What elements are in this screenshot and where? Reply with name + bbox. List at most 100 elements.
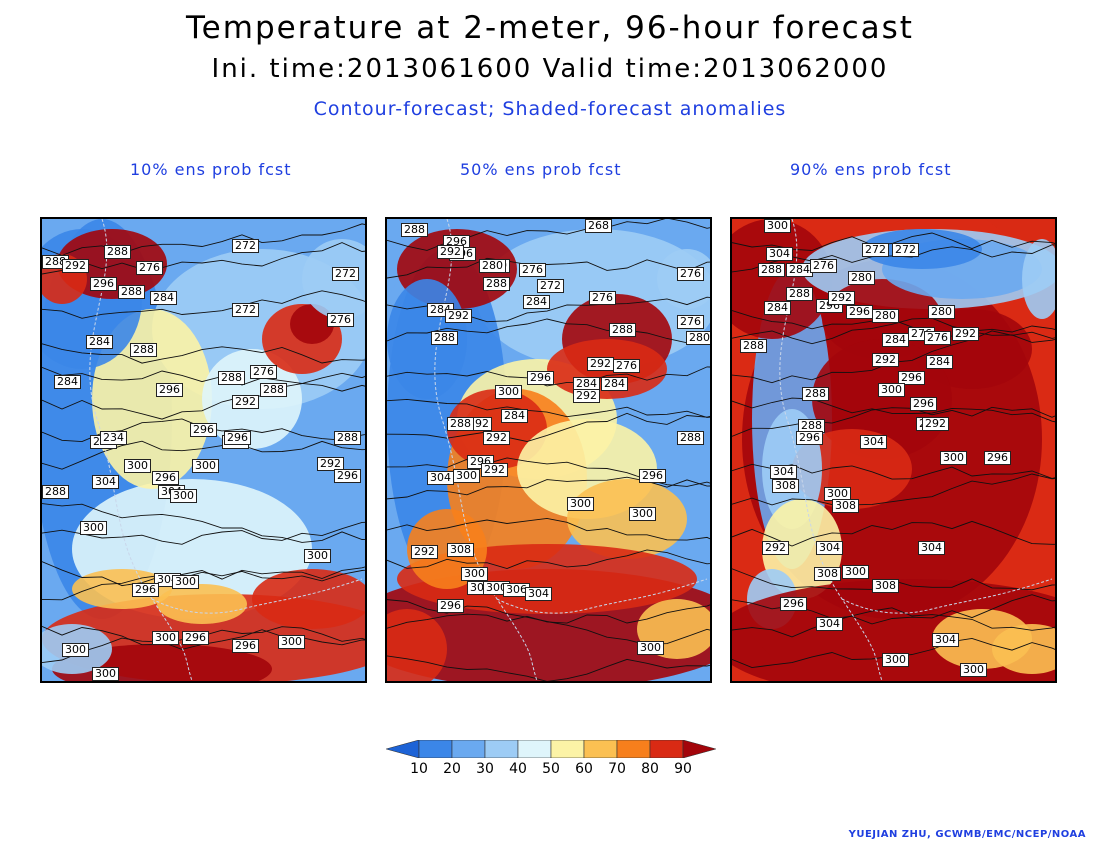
contour-label: 288 <box>218 371 245 385</box>
contour-label: 284 <box>501 409 528 423</box>
contour-label: 276 <box>519 263 546 277</box>
anomaly-shade <box>157 584 247 624</box>
map-subtitle: Contour-forecast; Shaded-forecast anomal… <box>313 98 787 120</box>
contour-label: 288 <box>609 323 636 337</box>
contour-label: 308 <box>832 499 859 513</box>
contour-label: 288 <box>130 343 157 357</box>
map-field <box>42 219 365 681</box>
contour-label: 300 <box>629 507 656 521</box>
temperature-contour <box>732 473 1055 506</box>
contour-label: 276 <box>589 291 616 305</box>
contour-label: 292 <box>437 245 464 259</box>
temperature-contour <box>42 223 365 256</box>
contour-label: 280 <box>479 259 506 273</box>
contour-label: 292 <box>762 541 789 555</box>
contour-label: 272 <box>232 303 259 317</box>
temperature-contour <box>732 568 1055 591</box>
colorbar <box>386 740 716 758</box>
contour-label: 292 <box>481 463 508 477</box>
contour-label: 304 <box>816 617 843 631</box>
contour-label: 288 <box>104 245 131 259</box>
contour-label: 288 <box>42 485 69 499</box>
temperature-contour <box>732 397 1055 423</box>
temperature-contour <box>732 330 1055 384</box>
contour-label: 300 <box>940 451 967 465</box>
temperature-contour <box>42 629 365 663</box>
contour-label: 272 <box>232 239 259 253</box>
anomaly-shade <box>252 569 365 629</box>
contour-label: 288 <box>798 419 825 433</box>
temperature-contour <box>42 440 365 470</box>
contour-label: 296 <box>224 431 251 445</box>
contour-label: 292 <box>317 457 344 471</box>
contour-label: 300 <box>124 459 151 473</box>
contour-label: 276 <box>250 365 277 379</box>
contour-label: 292 <box>828 291 855 305</box>
anomaly-shade <box>732 219 832 339</box>
contour-label: 304 <box>860 435 887 449</box>
colorbar-tick-label: 30 <box>476 761 494 777</box>
temperature-contour <box>42 366 365 392</box>
contour-label: 300 <box>567 497 594 511</box>
contour-label: 288 <box>431 331 458 345</box>
contour-label: 296 <box>527 371 554 385</box>
contour-label: 296 <box>232 639 259 653</box>
contour-label: 284 <box>786 263 813 277</box>
contour-label: 304 <box>427 471 454 485</box>
contour-label: 284 <box>54 375 81 389</box>
colorbar-tick-label: 40 <box>509 761 527 777</box>
contour-label: 272 <box>537 279 564 293</box>
contour-label: 300 <box>80 521 107 535</box>
temperature-contour <box>387 318 710 344</box>
contour-label: 304 <box>525 587 552 601</box>
contour-label: 276 <box>924 331 951 345</box>
temperature-contour <box>387 257 710 279</box>
colorbar-tick-label: 80 <box>641 761 659 777</box>
contour-label: 296 <box>796 431 823 445</box>
contour-label: 296 <box>898 371 925 385</box>
temperature-contour <box>732 607 1055 638</box>
colorbar-segment <box>649 740 684 758</box>
temperature-contour <box>387 366 710 387</box>
anomaly-shade <box>72 569 172 609</box>
contour-label: 300 <box>92 667 119 681</box>
contour-label: 296 <box>780 597 807 611</box>
colorbar-tick-label: 20 <box>443 761 461 777</box>
contour-label: 276 <box>810 259 837 273</box>
contour-label: 300 <box>62 643 89 657</box>
contour-label: 288 <box>740 339 767 353</box>
contour-label: 284 <box>882 333 909 347</box>
colorbar-segment <box>616 740 651 758</box>
contour-label: 304 <box>92 475 119 489</box>
contour-label: 300 <box>461 567 488 581</box>
temperature-contour <box>387 398 710 418</box>
contour-label: 268 <box>585 219 612 233</box>
contour-label: 300 <box>278 635 305 649</box>
contour-label: 300 <box>152 631 179 645</box>
temperature-contour <box>387 476 710 500</box>
colorbar-arrow-low <box>386 740 420 758</box>
anomaly-shade <box>792 429 912 509</box>
contour-label: 300 <box>304 549 331 563</box>
coastline <box>89 219 363 681</box>
contour-label: 300 <box>453 469 480 483</box>
contour-label: 308 <box>772 479 799 493</box>
panel-title-90: 90% ens prob fcst <box>790 160 952 179</box>
contour-label: 276 <box>327 313 354 327</box>
contour-label: 300 <box>495 385 522 399</box>
contour-label: 300 <box>878 383 905 397</box>
contour-label: 296 <box>182 631 209 645</box>
colorbar-tick-label: 10 <box>410 761 428 777</box>
contour-label: 292 <box>232 395 259 409</box>
contour-label: 288 <box>758 263 785 277</box>
colorbar-tick-label: 60 <box>575 761 593 777</box>
contour-label: 292 <box>62 259 89 273</box>
anomaly-shade <box>567 479 687 559</box>
temperature-contour <box>42 625 365 646</box>
temperature-contour <box>732 317 1055 345</box>
temperature-contour <box>42 566 365 601</box>
contour-label: 292 <box>573 389 600 403</box>
contour-label: 304 <box>770 465 797 479</box>
anomaly-shade <box>387 609 447 681</box>
colorbar-segment <box>517 740 552 758</box>
